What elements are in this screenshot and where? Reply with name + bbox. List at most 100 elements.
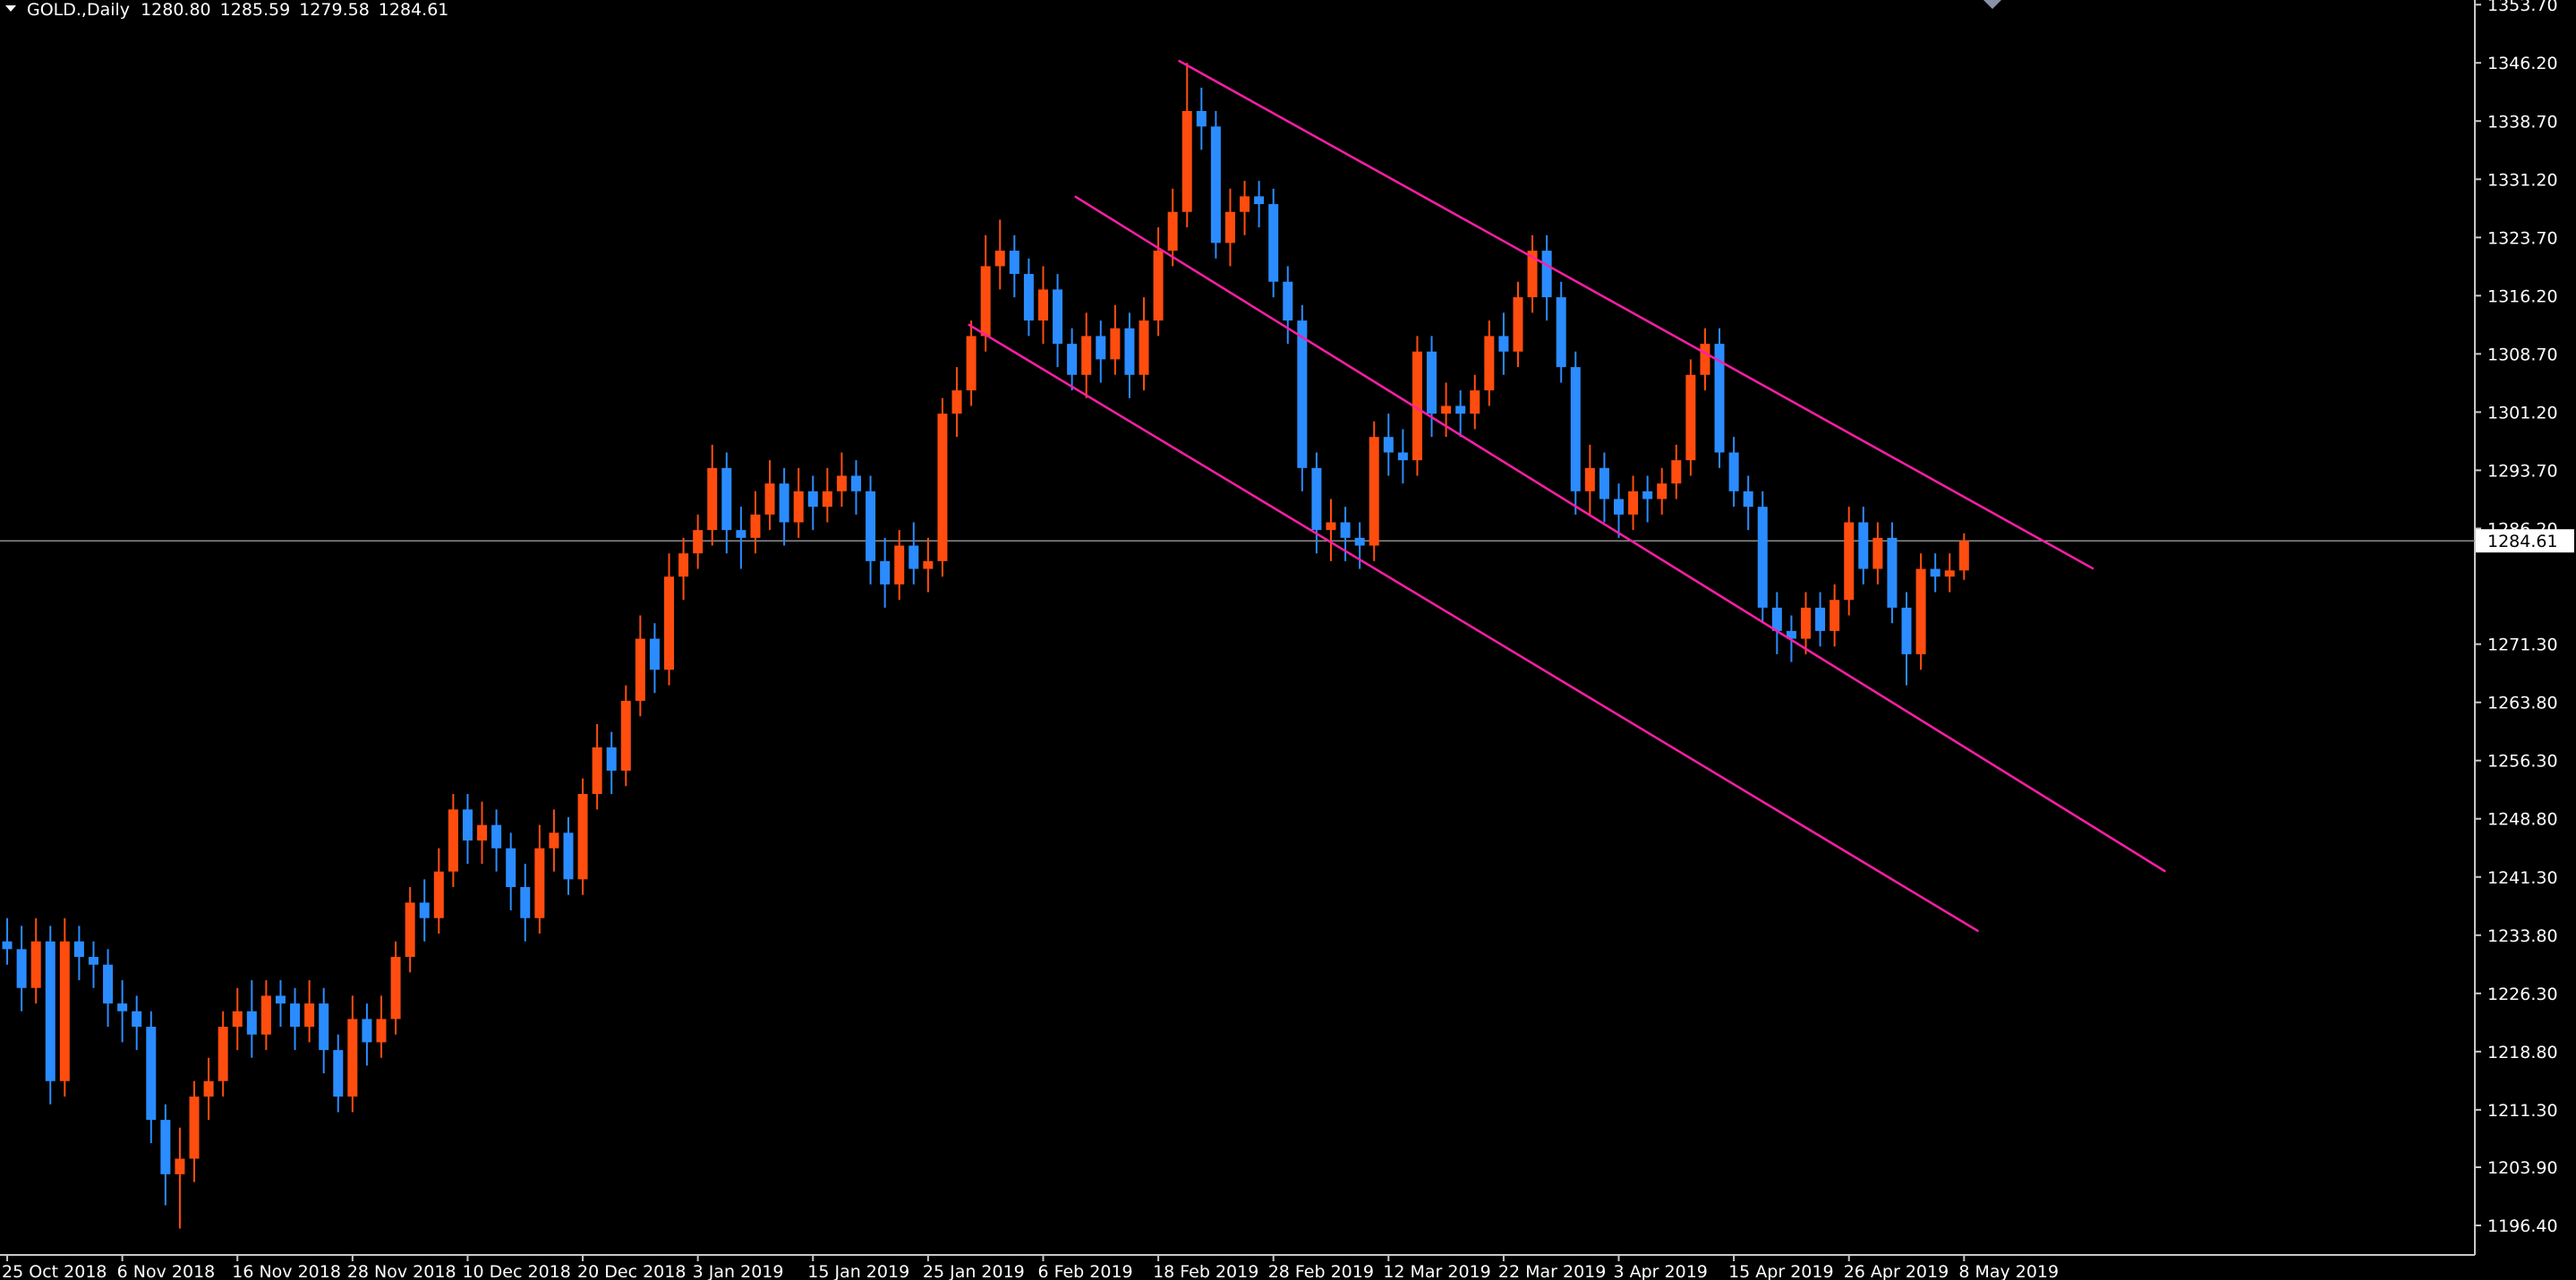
candle-body [1815, 607, 1826, 631]
candle-body [1570, 367, 1581, 491]
candle-body [750, 514, 761, 538]
candle-body [1657, 483, 1668, 499]
candle-body [1743, 491, 1753, 508]
candle-body [1541, 251, 1552, 298]
candle-body [1455, 405, 1466, 414]
candle-body [1081, 336, 1092, 375]
last-price-label: 1284.61 [2487, 532, 2558, 551]
x-tick-label: 8 May 2019 [1958, 1262, 2059, 1280]
candle-body [693, 530, 704, 554]
candle-body [1369, 437, 1379, 546]
candle-body [779, 483, 789, 523]
candle-body [1139, 320, 1149, 375]
candle-body [1728, 452, 1739, 491]
candle-body [1470, 390, 1480, 414]
candle-body [1771, 607, 1782, 631]
candle-body [923, 560, 934, 569]
candle-body [1958, 541, 1969, 571]
candle-body [390, 957, 401, 1020]
candle-body [1700, 344, 1710, 375]
candle-body [1642, 491, 1653, 499]
candle-body [1901, 607, 1912, 654]
candle-body [966, 336, 977, 391]
candle-body [290, 1003, 301, 1028]
x-tick-label: 15 Jan 2019 [807, 1262, 909, 1280]
candle-body [1254, 196, 1265, 205]
candle-body [850, 475, 861, 491]
candle-body [1340, 522, 1351, 538]
x-tick-label: 6 Feb 2019 [1037, 1262, 1132, 1280]
menu-arrow[interactable] [5, 5, 16, 12]
candle-body [635, 638, 645, 701]
y-tick-label: 1308.70 [2487, 345, 2558, 364]
candle-body [433, 871, 444, 918]
trendline [1177, 59, 2094, 570]
candle-body [448, 809, 458, 872]
candle-body [1441, 405, 1452, 414]
candle-body [1484, 336, 1495, 391]
candle-body [1326, 522, 1336, 531]
candle-body [160, 1120, 171, 1174]
candle-body [1110, 328, 1121, 360]
candle-body [520, 887, 531, 918]
candle-body [1240, 196, 1250, 212]
y-tick-label: 1203.90 [2487, 1158, 2558, 1178]
y-tick-label: 1323.70 [2487, 228, 2558, 248]
candle-body [807, 491, 818, 508]
low-label: 1279.58 [299, 0, 370, 20]
candle-body [620, 700, 631, 771]
x-tick-label: 3 Jan 2019 [693, 1262, 784, 1280]
candle-body [937, 414, 948, 561]
candle-body [1858, 522, 1869, 569]
candle-body [88, 957, 98, 965]
candle-body [1830, 600, 1840, 631]
candle-body [146, 1027, 157, 1121]
candle-body [30, 941, 41, 988]
candle-body [1297, 320, 1308, 468]
candle-body [866, 491, 876, 561]
chart-header: GOLD.,Daily 1280.80 1285.59 1279.58 1284.61 [27, 0, 448, 20]
candle-body [736, 530, 746, 538]
candle-body [117, 1003, 128, 1011]
x-tick-label: 25 Jan 2019 [923, 1262, 1025, 1280]
candle-body [606, 747, 617, 771]
y-tick-label: 1353.70 [2487, 0, 2558, 15]
candle-body [203, 1080, 214, 1097]
candle-body [132, 1011, 142, 1028]
y-tick-label: 1233.80 [2487, 926, 2558, 946]
y-tick-label: 1293.70 [2487, 461, 2558, 481]
candle-body [1037, 289, 1048, 321]
candle-body [1930, 568, 1941, 577]
trendline [1074, 195, 2167, 873]
x-tick-label: 6 Nov 2018 [117, 1262, 216, 1280]
y-tick-label: 1331.20 [2487, 170, 2558, 190]
candle-body [1224, 211, 1235, 243]
candle-body [1427, 351, 1437, 414]
high-label: 1285.59 [220, 0, 291, 20]
candle-body [1311, 467, 1322, 531]
candle-body [1167, 211, 1178, 252]
candle-body [232, 1011, 243, 1028]
candle-body [1023, 274, 1034, 321]
candle-body [405, 902, 415, 958]
x-tick-label: 10 Dec 2018 [462, 1262, 570, 1280]
candle-body [1498, 336, 1509, 352]
candle-body [1887, 537, 1898, 608]
candle-body [1354, 537, 1365, 546]
candle-body [1268, 204, 1279, 282]
candle-body [2, 941, 13, 950]
candle-body [45, 941, 55, 1081]
candle-body [1210, 126, 1221, 243]
candle-body [1872, 537, 1883, 569]
candle-body [822, 491, 832, 508]
candle-body [189, 1097, 200, 1159]
candle-body [908, 545, 919, 569]
candle-body [218, 1027, 228, 1081]
y-tick-label: 1338.70 [2487, 112, 2558, 132]
candle-body [1053, 289, 1063, 345]
candle-body [836, 475, 847, 491]
shift-marker [1983, 0, 2001, 9]
candle-body [534, 848, 545, 918]
candle-body [1671, 460, 1682, 484]
